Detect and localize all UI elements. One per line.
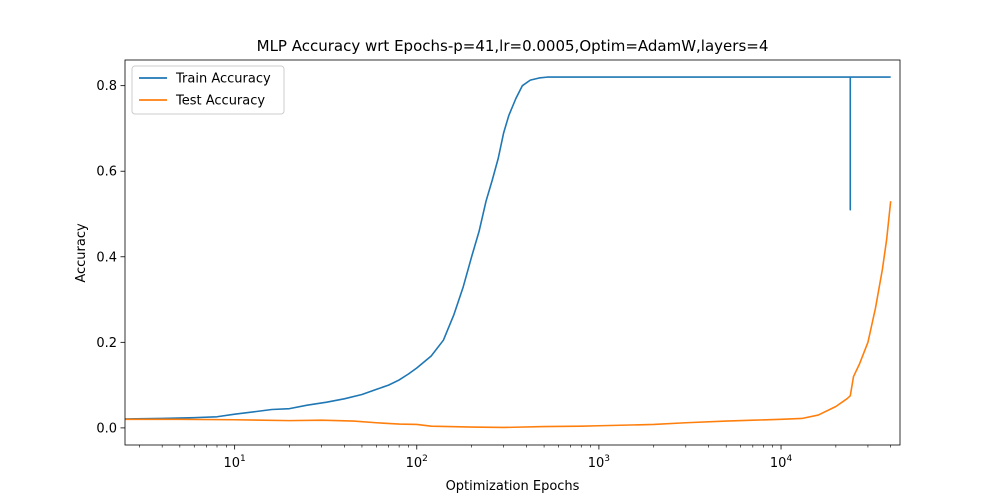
y-axis: 0.0 0.2 0.4 0.6 0.8 (96, 79, 125, 436)
legend: Train Accuracy Test Accuracy (131, 65, 285, 115)
x-tick-label: 103 (588, 454, 610, 471)
legend-label: Train Accuracy (175, 72, 271, 87)
series-line-train (124, 76, 891, 420)
y-tick-label: 0.8 (96, 79, 117, 94)
y-tick-label: 0.6 (96, 165, 117, 180)
y-tick-label: 0.4 (96, 250, 117, 265)
plot-lines (124, 76, 892, 429)
x-tick-label: 104 (770, 454, 793, 471)
chart-title: MLP Accuracy wrt Epochs-p=41,lr=0.0005,O… (257, 37, 769, 55)
y-tick-label: 0.2 (96, 336, 117, 351)
legend-label: Test Accuracy (175, 94, 265, 109)
y-axis-label: Accuracy (74, 223, 89, 283)
legend-box (131, 65, 285, 115)
series-line-test (125, 201, 892, 429)
y-tick-label: 0.0 (96, 421, 117, 436)
x-axis: 101 102 103 104 (139, 445, 891, 471)
x-tick-label: 101 (224, 454, 246, 471)
plot-frame (124, 59, 901, 446)
x-tick-label: 102 (406, 454, 428, 471)
x-axis-label: Optimization Epochs (446, 479, 580, 494)
